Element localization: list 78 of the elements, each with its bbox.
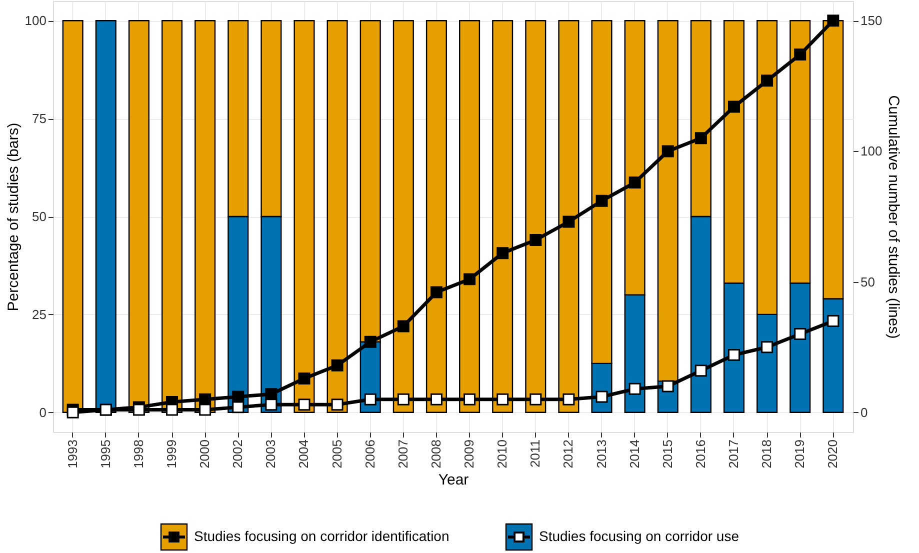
y2-tick-label: 150 [860,13,882,28]
point [827,314,840,327]
x-tick-label: 2006 [362,440,378,468]
point [397,393,410,406]
point [166,404,178,416]
point [199,404,212,416]
point [132,404,145,416]
x-tick-label: 2000 [197,440,212,468]
y2-tick-label: 50 [860,274,875,290]
x-tick-label: 2007 [395,440,410,468]
point [265,398,278,411]
point [496,247,509,260]
x-tick-label: 2013 [594,440,609,468]
point [562,216,575,228]
point [827,14,840,27]
y-tick-label: 100 [24,13,46,28]
x-tick-label: 2005 [329,440,344,468]
x-tick-label: 2017 [726,440,741,468]
x-tick-label: 2004 [296,440,312,468]
x-tick-label: 1993 [64,440,80,468]
y-tick-label: 0 [39,404,46,420]
x-tick-label: 2011 [528,440,543,468]
x-tick-label: 2016 [692,440,708,468]
point [430,393,442,406]
x-tick-label: 2018 [759,440,774,468]
legend-label: Studies focusing on corridor use [539,528,740,544]
point [530,393,542,406]
y2-tick-label: 100 [860,144,882,159]
x-tick-label: 1998 [130,440,146,468]
point [496,393,509,406]
point [530,234,542,246]
point [761,341,774,354]
y-axis-title: Percentage of studies (bars) [4,122,22,312]
x-tick-label: 2019 [792,440,808,468]
point [331,359,344,372]
legend-label: Studies focusing on corridor identification [194,528,450,544]
point [628,176,641,189]
y2-tick-label: 0 [860,404,868,420]
point [728,100,740,113]
point [430,286,442,298]
point [364,393,376,406]
y-tick-label: 50 [32,209,46,224]
point [761,74,774,87]
point [662,380,674,392]
point [364,336,376,348]
x-tick-label: 2003 [263,440,278,468]
y-tick-label: 25 [32,306,46,322]
point [464,393,476,406]
point [298,398,310,411]
point [298,372,310,384]
x-axis-title: Year [438,471,469,488]
point [596,194,608,207]
x-tick-label: 2012 [560,440,576,468]
point [397,320,410,332]
x-tick-label: 2015 [660,440,675,468]
x-tick-label: 1999 [164,440,180,468]
point [794,48,806,61]
x-tick-label: 2009 [462,440,477,468]
point [596,390,608,403]
point [694,364,707,377]
y2-axis-title: Cumulative number of studies (lines) [885,95,902,339]
point [662,145,674,158]
x-tick-label: 2020 [825,440,840,468]
point [728,348,740,361]
x-tick-label: 2002 [230,440,246,468]
point [464,273,476,286]
point [331,398,344,411]
point [232,401,244,414]
point [694,132,707,144]
point [794,328,806,340]
x-tick-label: 2010 [494,440,510,468]
point [66,406,79,418]
x-tick-label: 2014 [626,440,642,468]
y-tick-label: 75 [32,111,46,126]
x-tick-label: 1995 [98,440,113,468]
point [562,393,575,406]
x-tick-label: 2008 [428,440,444,468]
point [628,382,641,395]
